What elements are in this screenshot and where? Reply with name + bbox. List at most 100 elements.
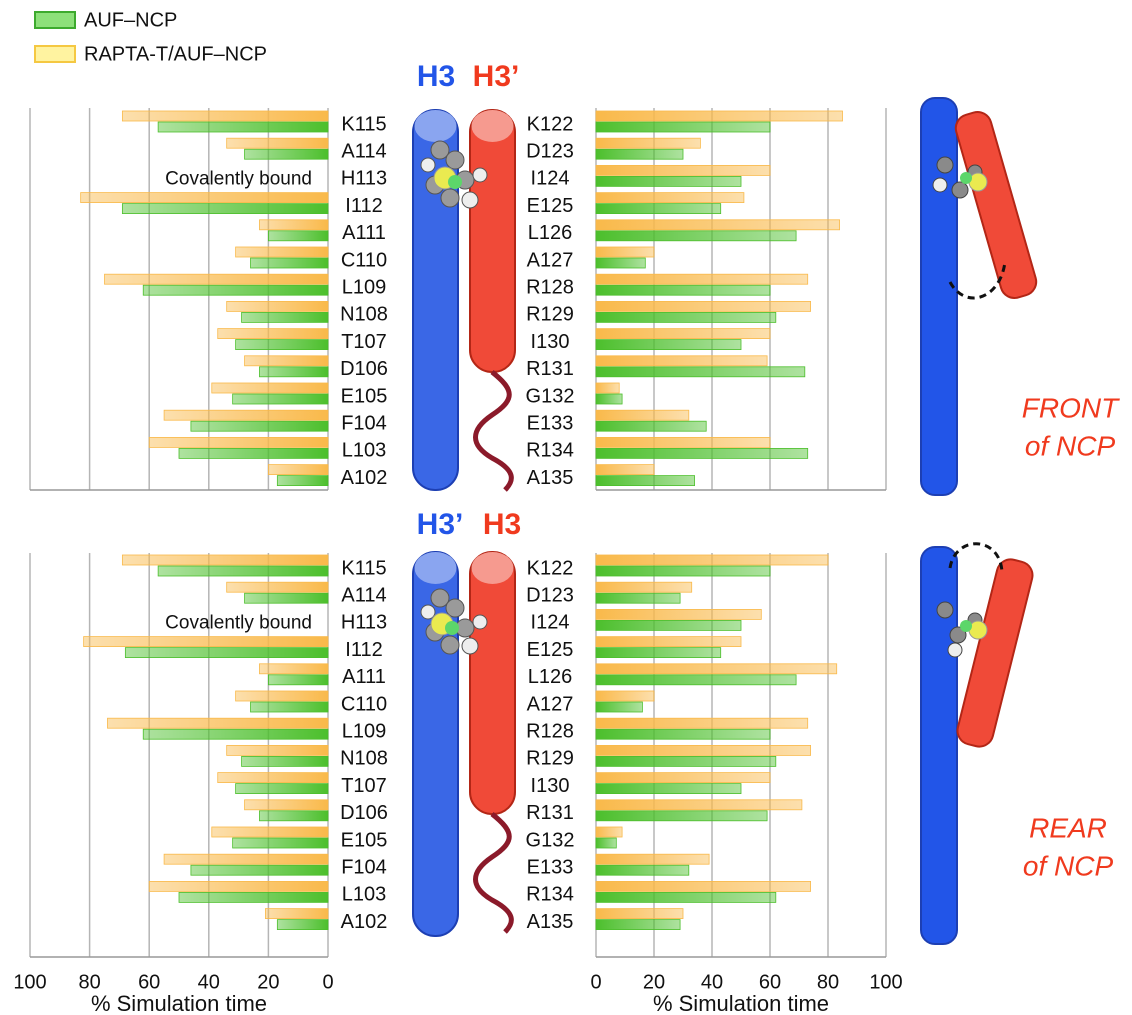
bar — [596, 149, 683, 159]
bar — [596, 394, 622, 404]
x-tick-label: 100 — [869, 971, 902, 993]
bar — [596, 329, 770, 339]
bar — [596, 773, 770, 783]
bar — [596, 729, 770, 739]
category-label: L103 — [342, 440, 387, 462]
category-label: K115 — [341, 113, 386, 135]
bar — [596, 664, 837, 674]
category-label: A111 — [342, 222, 386, 244]
category-label: A127 — [527, 693, 574, 715]
bar — [596, 247, 654, 257]
bar — [596, 838, 616, 848]
category-label: N108 — [340, 748, 388, 770]
category-label: A135 — [527, 467, 574, 489]
bar — [125, 648, 328, 658]
category-label: D123 — [526, 584, 574, 606]
bar — [179, 892, 328, 902]
bar — [596, 437, 770, 447]
category-label: A102 — [341, 467, 388, 489]
side-label: of NCP — [1023, 850, 1114, 881]
bar — [245, 356, 328, 366]
x-tick-label: 0 — [590, 971, 601, 993]
bar — [233, 838, 328, 848]
bar — [596, 609, 761, 619]
bar — [149, 437, 328, 447]
category-label: R134 — [526, 884, 574, 906]
category-label: T107 — [341, 775, 387, 797]
category-label: A111 — [342, 666, 386, 688]
bar — [259, 220, 328, 230]
bar — [251, 702, 328, 712]
category-label: E105 — [341, 829, 388, 851]
bar — [218, 329, 328, 339]
legend-label: RAPTA-T/AUF–NCP — [84, 43, 267, 65]
legend-swatch — [35, 12, 75, 28]
bar — [596, 465, 654, 475]
helix-label: H3 — [417, 60, 455, 93]
category-label: A114 — [341, 140, 386, 162]
bar — [596, 274, 808, 284]
category-label: I130 — [531, 331, 570, 353]
category-label: R131 — [526, 358, 574, 380]
bar — [277, 476, 328, 486]
bar — [191, 865, 328, 875]
category-label: G132 — [526, 385, 575, 407]
chart: K115A114H113I112A111C110L109N108T107D106… — [30, 108, 388, 490]
category-label: I112 — [345, 195, 382, 217]
category-label: G132 — [526, 829, 575, 851]
bar — [596, 800, 802, 810]
side-label: FRONT — [1022, 392, 1120, 423]
bar — [596, 648, 721, 658]
bar — [268, 231, 328, 241]
bar — [596, 637, 741, 647]
bar — [245, 149, 328, 159]
bar — [596, 476, 695, 486]
bar — [84, 637, 328, 647]
category-label: L126 — [528, 666, 573, 688]
category-label: H113 — [341, 168, 387, 190]
bar — [596, 111, 843, 121]
x-axis-title: % Simulation time — [653, 991, 829, 1015]
bar — [236, 340, 328, 350]
bar — [596, 165, 770, 175]
category-label: A135 — [527, 911, 574, 933]
bar — [596, 909, 683, 919]
bar — [242, 756, 328, 766]
bar — [158, 566, 328, 576]
category-label: R128 — [526, 720, 574, 742]
bar — [596, 593, 680, 603]
bar — [242, 312, 328, 322]
bar — [596, 691, 654, 701]
bar — [158, 122, 328, 132]
bar — [596, 448, 808, 458]
bar — [596, 756, 776, 766]
category-label: L126 — [528, 222, 573, 244]
bar — [143, 285, 328, 295]
bar — [107, 718, 328, 728]
bar — [179, 448, 328, 458]
category-label: I112 — [345, 639, 382, 661]
bar — [233, 394, 328, 404]
category-label: D106 — [340, 358, 388, 380]
category-label: T107 — [341, 331, 387, 353]
category-label: L109 — [342, 720, 387, 742]
helix-diagram — [413, 552, 515, 936]
bar — [596, 258, 645, 268]
bar — [265, 909, 328, 919]
bar — [596, 138, 700, 148]
figure: 020406080100% Simulation timeK122D123I12… — [0, 0, 1132, 1015]
bar — [105, 274, 329, 284]
bar — [245, 800, 328, 810]
bar — [122, 555, 328, 565]
bar — [596, 204, 721, 214]
bar — [212, 383, 328, 393]
bar — [227, 745, 328, 755]
category-label: R129 — [526, 748, 574, 770]
x-axis-title: % Simulation time — [91, 991, 267, 1015]
category-label: A127 — [527, 249, 574, 271]
annotation: Covalently bound — [165, 168, 312, 189]
helix-label: H3’ — [417, 508, 464, 541]
x-tick-label: 0 — [322, 971, 333, 993]
category-label: E125 — [527, 195, 574, 217]
